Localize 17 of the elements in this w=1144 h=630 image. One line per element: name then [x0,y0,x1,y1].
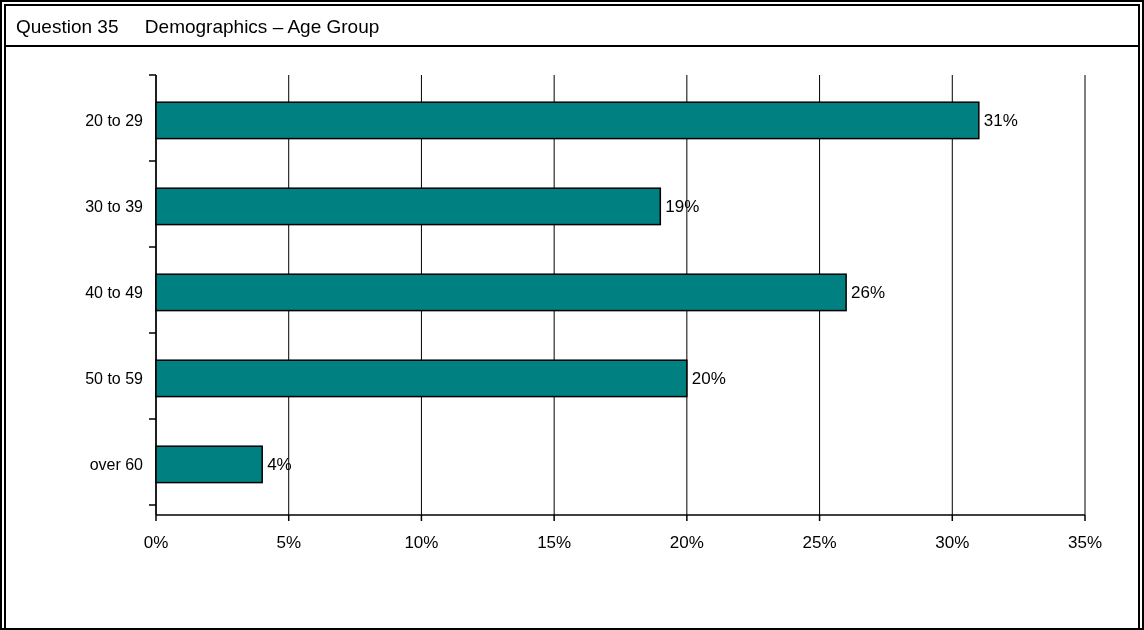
y-tick-label: 30 to 39 [85,198,144,216]
y-tick-label: 40 to 49 [85,284,144,302]
data-label: 31% [983,111,1018,131]
data-label: 26% [851,283,886,303]
data-label: 20% [691,369,726,389]
x-tick-label: 10% [404,533,439,552]
y-tick-label: 50 to 59 [85,370,144,388]
chart-title: Question 35 Demographics – Age Group [16,16,380,37]
y-tick-label: over 60 [89,456,144,474]
y-tick-label: 20 to 29 [85,112,144,130]
x-tick-label: 15% [537,533,572,552]
x-tick-label: 5% [276,533,301,552]
x-tick-label: 30% [935,533,970,552]
x-tick-label: 35% [1067,533,1103,552]
x-tick-label: 0% [143,533,169,552]
x-tick-label: 25% [802,533,837,552]
x-tick-label: 20% [669,533,704,552]
